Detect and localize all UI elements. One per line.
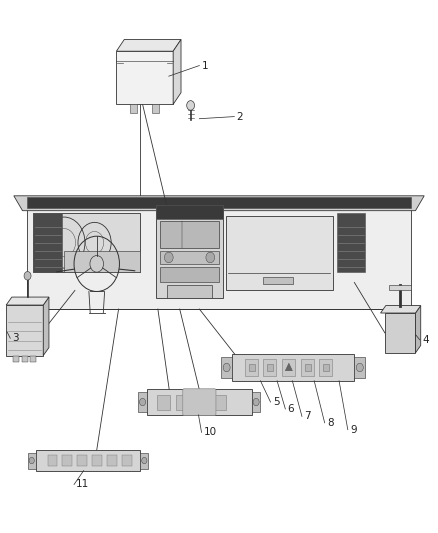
Bar (213, 394, 226, 409)
Bar (35, 450, 141, 471)
Bar (252, 392, 261, 412)
Bar (27, 197, 411, 208)
Bar (282, 359, 295, 376)
Bar (28, 453, 35, 469)
Text: 1: 1 (201, 61, 208, 70)
Bar (267, 364, 273, 371)
Bar (62, 455, 72, 466)
Polygon shape (27, 205, 411, 309)
Bar (385, 313, 416, 353)
Bar (131, 104, 138, 113)
Bar (304, 364, 311, 371)
Bar (319, 359, 332, 376)
Text: 8: 8 (327, 418, 333, 428)
Bar (160, 251, 219, 264)
Text: 6: 6 (288, 404, 294, 414)
Bar (245, 359, 258, 376)
Polygon shape (14, 196, 424, 211)
Bar (337, 213, 365, 272)
Circle shape (164, 252, 173, 263)
Bar (30, 356, 36, 362)
Bar (21, 356, 28, 362)
Bar (147, 389, 252, 415)
Text: 7: 7 (304, 411, 311, 422)
Bar (152, 104, 159, 113)
Bar (48, 455, 57, 466)
Text: 3: 3 (12, 333, 19, 343)
Text: 10: 10 (204, 427, 217, 438)
Text: 5: 5 (273, 397, 279, 407)
Polygon shape (6, 297, 49, 305)
Circle shape (29, 457, 34, 464)
Bar (249, 364, 255, 371)
Bar (13, 356, 19, 362)
Bar (160, 221, 219, 248)
Circle shape (357, 364, 363, 372)
Bar (6, 305, 43, 356)
Polygon shape (117, 39, 181, 51)
Circle shape (206, 252, 215, 263)
Bar (176, 394, 188, 409)
Bar (160, 266, 219, 282)
Bar (194, 394, 207, 409)
Bar (263, 277, 293, 284)
Bar (300, 359, 314, 376)
Bar (33, 213, 141, 272)
Bar (64, 251, 141, 272)
Text: 4: 4 (422, 335, 429, 345)
Bar (157, 394, 170, 409)
Bar (389, 285, 411, 289)
Bar (323, 364, 329, 371)
Circle shape (142, 457, 147, 464)
Bar (33, 213, 62, 272)
Bar (263, 359, 276, 376)
Polygon shape (381, 305, 421, 313)
Circle shape (187, 101, 194, 110)
Bar (77, 455, 87, 466)
Circle shape (140, 398, 146, 406)
Bar (232, 354, 354, 381)
Text: 9: 9 (350, 425, 357, 435)
Polygon shape (43, 297, 49, 356)
Bar (141, 453, 148, 469)
Bar (138, 392, 147, 412)
Bar (107, 455, 117, 466)
Bar (155, 205, 223, 219)
Bar (166, 285, 212, 298)
Circle shape (253, 398, 259, 406)
Polygon shape (173, 39, 181, 104)
Bar (92, 455, 102, 466)
Text: 11: 11 (76, 480, 89, 489)
FancyBboxPatch shape (183, 389, 216, 415)
Bar (117, 51, 173, 104)
Circle shape (24, 271, 31, 280)
Text: 2: 2 (237, 111, 243, 122)
Bar (155, 205, 223, 298)
Bar (354, 358, 365, 377)
Bar (226, 216, 332, 290)
Polygon shape (416, 305, 421, 353)
Bar (122, 455, 132, 466)
Bar (221, 358, 232, 377)
Circle shape (90, 255, 103, 272)
Polygon shape (286, 364, 292, 370)
Circle shape (223, 364, 230, 372)
